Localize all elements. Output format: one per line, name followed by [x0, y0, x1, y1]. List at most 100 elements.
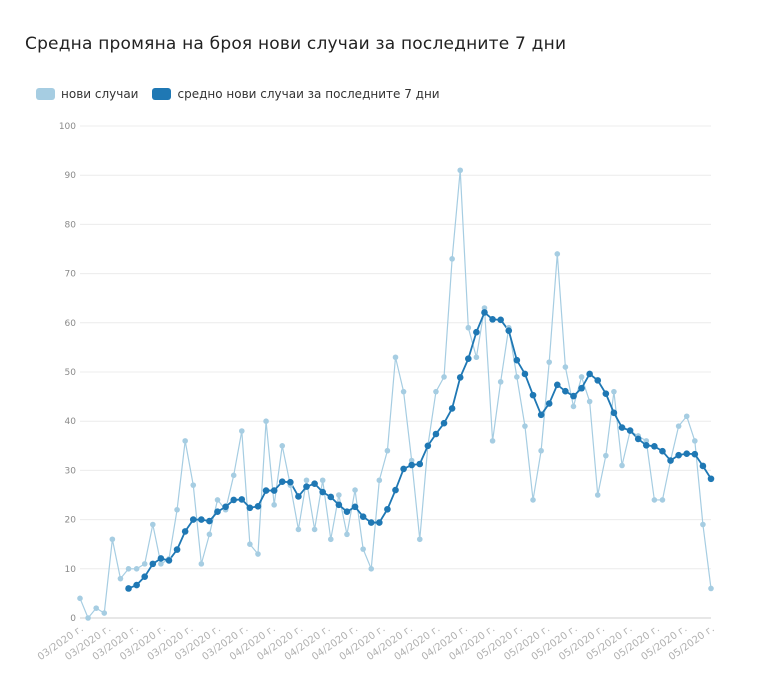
- data-point-new-cases: [344, 531, 350, 538]
- data-point-new-cases: [700, 521, 706, 528]
- data-point-average: [440, 419, 448, 427]
- data-point-average: [683, 450, 691, 457]
- data-point-average: [602, 390, 610, 397]
- series-line-average: [128, 311, 712, 590]
- data-point-new-cases: [174, 506, 180, 513]
- data-point-average: [448, 405, 456, 412]
- data-point-new-cases: [586, 398, 593, 405]
- data-point-average: [578, 384, 585, 392]
- data-point-new-cases: [530, 497, 536, 503]
- data-point-average: [270, 487, 278, 494]
- legend-swatch-average: [152, 88, 172, 100]
- data-point-new-cases: [182, 438, 188, 444]
- data-point-average: [586, 370, 593, 378]
- data-point-average: [376, 519, 383, 526]
- data-point-average: [189, 516, 197, 523]
- data-point-new-cases: [481, 305, 488, 311]
- data-point-new-cases: [352, 487, 358, 493]
- data-point-average: [610, 409, 618, 417]
- data-point-new-cases: [158, 561, 164, 567]
- data-point-average: [626, 427, 634, 434]
- legend-item-new-cases[interactable]: нови случаи: [36, 87, 138, 101]
- data-point-average: [238, 496, 246, 503]
- data-point-new-cases: [190, 482, 197, 488]
- data-point-new-cases: [441, 374, 447, 380]
- data-point-average: [667, 457, 674, 464]
- data-point-new-cases: [683, 413, 690, 420]
- data-point-new-cases: [473, 354, 480, 361]
- data-point-new-cases: [85, 615, 91, 621]
- y-tick-label: 80: [65, 220, 77, 230]
- data-point-average: [481, 309, 488, 316]
- legend-swatch-new-cases: [36, 88, 55, 100]
- y-tick-label: 70: [65, 270, 77, 280]
- data-point-new-cases: [279, 443, 286, 449]
- data-point-average: [553, 381, 561, 389]
- data-point-average: [473, 328, 480, 336]
- data-point-new-cases: [376, 477, 383, 484]
- data-point-new-cases: [150, 521, 156, 528]
- y-tick-label: 50: [65, 368, 77, 378]
- y-tick-label: 100: [59, 122, 76, 132]
- data-point-new-cases: [489, 438, 496, 444]
- data-point-new-cases: [449, 256, 455, 262]
- data-point-new-cases: [77, 595, 83, 602]
- data-point-average: [537, 411, 545, 419]
- y-tick-label: 40: [65, 417, 77, 427]
- data-point-average: [659, 447, 666, 455]
- data-point-average: [570, 392, 577, 400]
- data-point-average: [642, 442, 650, 449]
- y-tick-label: 10: [65, 565, 77, 575]
- data-point-new-cases: [603, 452, 609, 459]
- data-point-new-cases: [400, 388, 407, 395]
- data-point-average: [206, 517, 213, 525]
- data-point-average: [513, 356, 521, 364]
- data-point-average: [125, 585, 132, 592]
- data-point-average: [521, 370, 529, 378]
- legend: нови случаи средно нови случаи за послед…: [36, 87, 454, 101]
- data-point-average: [505, 327, 513, 334]
- data-point-average: [699, 462, 707, 470]
- data-point-average: [675, 451, 682, 459]
- data-point-new-cases: [133, 566, 140, 572]
- legend-label-average: средно нови случаи за последните 7 дни: [177, 87, 440, 101]
- data-point-new-cases: [433, 388, 439, 395]
- data-point-average: [594, 377, 602, 384]
- data-point-new-cases: [125, 566, 132, 572]
- data-point-average: [529, 391, 537, 399]
- data-point-new-cases: [368, 566, 375, 572]
- data-point-average: [165, 557, 173, 564]
- data-point-average: [359, 513, 367, 520]
- data-point-new-cases: [692, 438, 698, 444]
- data-point-average: [230, 496, 238, 504]
- data-point-new-cases: [295, 526, 302, 533]
- data-point-average: [278, 478, 286, 486]
- data-point-average: [157, 555, 165, 562]
- data-point-average: [400, 465, 407, 473]
- y-tick-label: 0: [70, 614, 76, 624]
- data-point-average: [335, 501, 343, 509]
- data-point-new-cases: [327, 536, 334, 543]
- data-point-new-cases: [117, 575, 124, 582]
- data-point-new-cases: [198, 561, 205, 567]
- legend-item-average[interactable]: средно нови случаи за последните 7 дни: [152, 87, 440, 101]
- data-point-average: [214, 508, 221, 516]
- data-point-average: [384, 505, 391, 513]
- data-point-average: [408, 461, 415, 469]
- data-point-average: [246, 504, 254, 512]
- data-point-average: [707, 475, 715, 483]
- data-point-new-cases: [360, 546, 366, 552]
- data-point-average: [141, 573, 149, 580]
- data-point-average: [456, 374, 464, 381]
- data-point-average: [222, 503, 229, 511]
- data-point-new-cases: [546, 359, 553, 365]
- data-point-new-cases: [675, 423, 682, 429]
- data-point-new-cases: [101, 610, 108, 616]
- data-point-average: [416, 460, 424, 468]
- data-point-new-cases: [311, 526, 318, 533]
- data-point-average: [634, 435, 642, 443]
- data-point-average: [392, 486, 399, 494]
- y-tick-label: 90: [65, 171, 77, 181]
- data-point-new-cases: [659, 497, 666, 503]
- data-point-new-cases: [336, 492, 342, 498]
